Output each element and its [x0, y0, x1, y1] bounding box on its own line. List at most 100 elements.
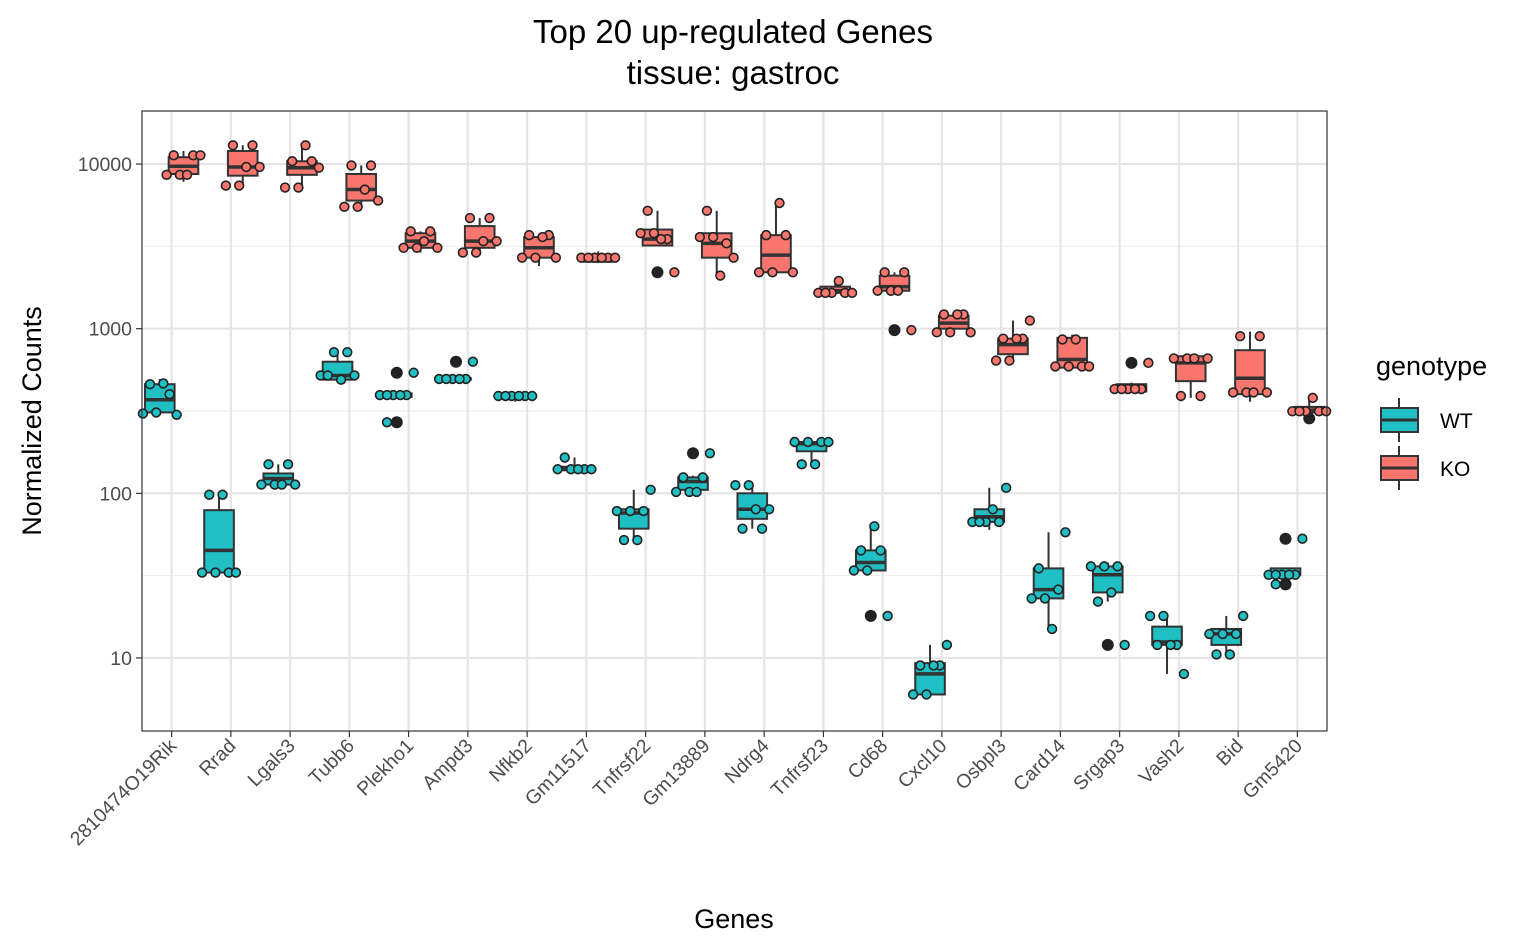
data-point — [645, 484, 656, 496]
box-ko-rrad — [220, 140, 265, 191]
data-point — [1085, 561, 1097, 572]
x-tick-label: Cd68 — [844, 735, 893, 784]
data-point — [484, 212, 495, 224]
series-wt — [137, 346, 1308, 700]
outlier-point — [450, 355, 463, 368]
box-wt-tubb6 — [315, 346, 360, 385]
data-point — [1000, 482, 1012, 494]
data-point — [322, 370, 333, 381]
box-ko-tubb6 — [339, 160, 384, 212]
data-point — [1297, 533, 1308, 544]
data-point — [217, 489, 228, 500]
data-point — [293, 182, 304, 193]
data-point — [164, 388, 175, 400]
data-point — [875, 545, 886, 556]
legend-entry-ko: KO — [1380, 446, 1470, 490]
data-point — [457, 247, 469, 258]
data-point — [872, 285, 883, 296]
data-point — [941, 639, 953, 651]
x-tick-label: Lgals3 — [243, 735, 299, 791]
outlier-point — [390, 366, 403, 379]
data-point — [928, 660, 939, 671]
legend: genotype WT KO — [1376, 351, 1487, 490]
data-point — [1227, 387, 1239, 398]
data-point — [550, 252, 562, 263]
data-point — [1283, 569, 1295, 580]
data-point — [1165, 639, 1176, 651]
data-point — [220, 180, 232, 191]
data-point — [697, 472, 709, 483]
data-point — [279, 182, 291, 193]
data-point — [899, 267, 910, 278]
data-point — [530, 252, 541, 263]
data-point — [730, 480, 741, 491]
data-point — [848, 565, 860, 576]
data-point — [1099, 561, 1110, 572]
box-ko-osbpl3 — [990, 315, 1036, 366]
data-point — [1189, 353, 1200, 364]
data-point — [349, 370, 360, 381]
outlier-point — [687, 447, 700, 460]
data-point — [642, 205, 653, 217]
data-point — [513, 390, 525, 402]
data-point — [704, 448, 716, 459]
box-ko-gm5420 — [1287, 392, 1332, 425]
data-point — [655, 233, 667, 245]
box-ko-tnfrsf22 — [635, 205, 680, 279]
data-point — [694, 231, 706, 243]
box-wt-gm5420 — [1263, 532, 1308, 591]
data-point — [1202, 353, 1213, 364]
data-point — [938, 309, 950, 320]
data-point — [342, 346, 353, 358]
data-point — [282, 459, 294, 470]
data-point — [678, 472, 689, 483]
data-point — [774, 197, 785, 209]
box-ko-plekho1 — [398, 226, 443, 253]
box-ko-srgap3 — [1109, 356, 1154, 395]
marks-layer — [137, 140, 1332, 700]
box-ko-ampd3 — [457, 212, 502, 258]
box-wt-tnfrsf22 — [611, 484, 656, 546]
box-wt-bid — [1204, 610, 1249, 660]
x-axis-title: Genes — [694, 904, 774, 934]
box-ko-gm13889 — [694, 205, 739, 281]
data-point — [763, 504, 775, 515]
data-point — [1178, 668, 1190, 680]
data-point — [1092, 596, 1104, 607]
data-point — [796, 459, 807, 470]
data-point — [395, 389, 406, 401]
data-point — [328, 346, 340, 358]
box-wt-card14 — [1026, 527, 1071, 635]
data-point — [500, 390, 511, 402]
data-point — [931, 327, 943, 338]
box-iqr — [203, 509, 235, 574]
data-point — [707, 231, 719, 243]
x-tick-label: 2810474O19Rik — [66, 735, 181, 850]
data-point — [721, 238, 732, 249]
box-ko-2810474o19rik — [161, 150, 206, 182]
data-point — [158, 378, 169, 389]
data-point — [670, 486, 682, 498]
data-point — [862, 565, 873, 576]
data-point — [346, 160, 357, 171]
box-wt-2810474o19rik — [137, 378, 182, 420]
box-iqr — [1234, 349, 1266, 396]
box-ko-bid — [1227, 331, 1273, 402]
outlier-point — [888, 324, 901, 337]
box-wt-ampd3 — [433, 355, 479, 385]
data-point — [405, 226, 416, 237]
outlier-point — [1101, 638, 1114, 651]
y-tick-label: 100 — [99, 483, 132, 505]
data-point — [787, 267, 799, 278]
data-point — [1270, 569, 1281, 580]
legend-entry-wt: WT — [1380, 398, 1473, 442]
data-point — [1046, 623, 1058, 635]
data-point — [241, 161, 252, 173]
data-point — [1168, 353, 1180, 364]
outlier-point — [390, 416, 403, 429]
box-ko-cxcl10 — [931, 309, 976, 338]
data-point — [974, 516, 985, 528]
data-point — [276, 479, 288, 490]
data-point — [381, 389, 393, 401]
data-point — [753, 267, 765, 278]
